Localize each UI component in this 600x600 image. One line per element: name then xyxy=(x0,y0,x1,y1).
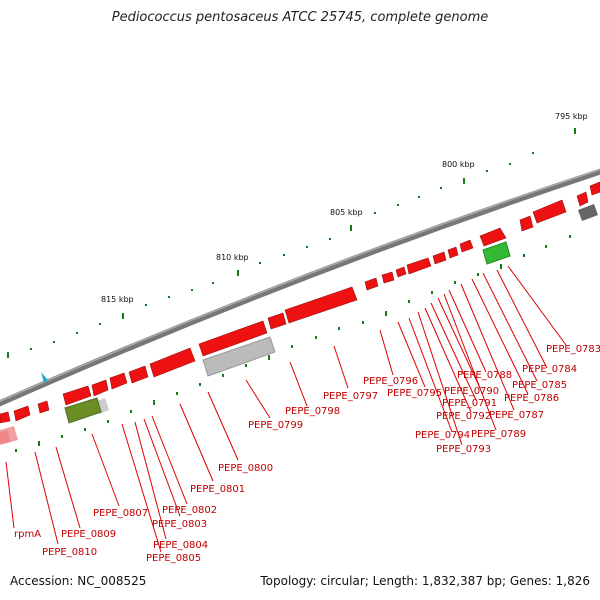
gene-label[interactable]: PEPE_0786 xyxy=(504,393,559,404)
gene-label[interactable]: PEPE_0805 xyxy=(146,553,201,564)
gene-label[interactable]: PEPE_0798 xyxy=(285,406,340,417)
outer-tick-ring xyxy=(7,128,576,358)
gene-label[interactable]: PEPE_0792 xyxy=(436,411,491,422)
gene-label[interactable]: PEPE_0784 xyxy=(522,364,577,375)
gene-label[interactable]: PEPE_0791 xyxy=(442,398,497,409)
gene-label[interactable]: PEPE_0800 xyxy=(218,463,273,474)
genome-summary-text: Topology: circular; Length: 1,832,387 bp… xyxy=(260,574,590,588)
gene-label[interactable]: PEPE_0804 xyxy=(153,540,208,551)
map-title: Pediococcus pentosaceus ATCC 25745, comp… xyxy=(111,10,489,25)
scale-label-810: 810 kbp xyxy=(216,253,249,262)
gene-label[interactable]: PEPE_0807 xyxy=(93,508,148,519)
gene-label[interactable]: PEPE_0799 xyxy=(248,420,303,431)
inner-ticks xyxy=(15,235,571,452)
olive-gene-0809 xyxy=(64,397,102,424)
gray-gene-right xyxy=(578,204,598,221)
green-gene-right xyxy=(482,241,511,265)
gene-label[interactable]: PEPE_0810 xyxy=(42,547,97,558)
scale-label-805: 805 kbp xyxy=(330,208,363,217)
gene-label[interactable]: PEPE_0787 xyxy=(489,410,544,421)
gene-label[interactable]: PEPE_0785 xyxy=(512,380,567,391)
scale-label-800: 800 kbp xyxy=(442,160,475,169)
gene-label[interactable]: PEPE_0802 xyxy=(162,505,217,516)
gene-label[interactable]: PEPE_0797 xyxy=(323,391,378,402)
gray-gene-0799 xyxy=(202,336,276,377)
accession-text: Accession: NC_008525 xyxy=(10,574,147,588)
gene-label[interactable]: PEPE_0793 xyxy=(436,444,491,455)
gene-label[interactable]: PEPE_0803 xyxy=(152,519,207,530)
leader-lines xyxy=(5,265,567,553)
gene-label[interactable]: PEPE_0801 xyxy=(190,484,245,495)
scale-label-795: 795 kbp xyxy=(555,112,588,121)
scale-label-815: 815 kbp xyxy=(101,295,134,304)
gene-label[interactable]: PEPE_0790 xyxy=(444,386,499,397)
gene-label[interactable]: rpmA xyxy=(14,529,41,540)
origin-marker-icon xyxy=(41,372,48,383)
gene-label[interactable]: PEPE_0795 xyxy=(387,388,442,399)
gene-label[interactable]: PEPE_0788 xyxy=(457,370,512,381)
pink-gene-left xyxy=(0,430,10,444)
gene-label[interactable]: PEPE_0789 xyxy=(471,429,526,440)
gene-label[interactable]: PEPE_0809 xyxy=(61,529,116,540)
genome-backbone xyxy=(0,168,600,407)
gene-label[interactable]: PEPE_0796 xyxy=(363,376,418,387)
forward-genes xyxy=(0,181,600,424)
gene-label[interactable]: PEPE_0783 xyxy=(546,344,600,355)
gene-label[interactable]: PEPE_0794 xyxy=(415,430,470,441)
